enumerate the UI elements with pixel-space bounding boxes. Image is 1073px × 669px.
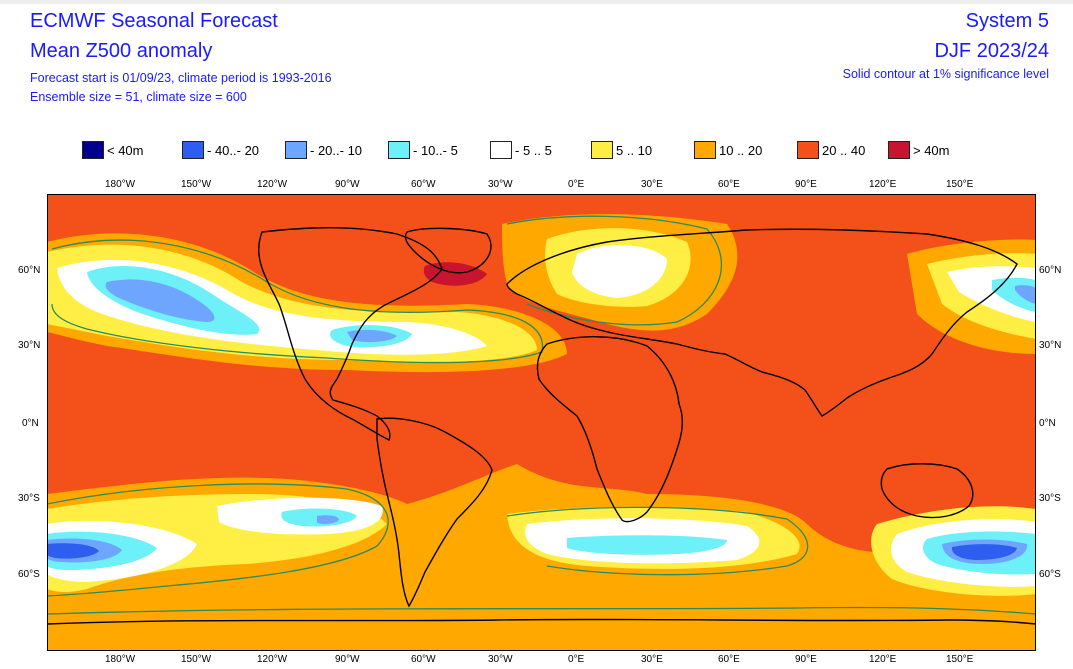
legend-label: - 5 .. 5 xyxy=(515,142,552,158)
legend-label: 5 .. 10 xyxy=(616,142,653,158)
anomaly-region-southern-atlantic-10-5 xyxy=(567,535,727,555)
legend-swatch xyxy=(888,141,910,159)
coastline-north-america xyxy=(258,227,443,441)
anomaly-region-antarctic-10-20 xyxy=(47,595,1036,651)
lat-tick-left: 0°N xyxy=(22,418,39,429)
legend-item: - 40..- 20 xyxy=(182,140,259,160)
lon-tick-top: 30°W xyxy=(488,179,513,190)
legend-swatch xyxy=(285,141,307,159)
legend-label: - 20..- 10 xyxy=(310,142,363,158)
map-frame xyxy=(47,194,1036,651)
lon-tick-top: 150°E xyxy=(946,179,974,190)
legend-item: 10 .. 20 xyxy=(694,140,762,160)
legend-item: < 40m xyxy=(82,140,144,160)
forecast-title: ECMWF Seasonal Forecast xyxy=(30,10,278,32)
legend-item: - 10..- 5 xyxy=(388,140,458,160)
lon-tick-bottom: 150°W xyxy=(181,654,212,665)
lat-tick-right: 30°N xyxy=(1039,340,1062,351)
lon-tick-top: 150°W xyxy=(181,179,212,190)
coastline-antarctica xyxy=(47,618,1036,625)
lon-tick-top: 120°W xyxy=(257,179,288,190)
coastline-eurasia xyxy=(506,228,1018,417)
anomaly-region-southwest-core xyxy=(47,543,99,559)
anomaly-region-southeast-core xyxy=(951,544,1017,560)
legend-label: > 40m xyxy=(913,142,950,158)
lon-tick-top: 0°E xyxy=(568,179,585,190)
coastline-africa xyxy=(536,336,683,523)
coastline-south-america xyxy=(376,417,493,608)
anomaly-map xyxy=(47,194,1036,651)
top-band xyxy=(0,0,1073,4)
anomaly-region-europe-neutral xyxy=(572,244,667,298)
forecast-subtitle: Mean Z500 anomaly xyxy=(30,40,213,62)
lon-tick-bottom: 150°E xyxy=(946,654,974,665)
lat-tick-left: 60°N xyxy=(18,265,41,276)
system-label: System 5 xyxy=(965,10,1049,32)
lon-tick-bottom: 30°W xyxy=(488,654,513,665)
lon-tick-bottom: 90°E xyxy=(795,654,817,665)
lon-tick-bottom: 30°E xyxy=(641,654,663,665)
legend-swatch xyxy=(182,141,204,159)
forecast-start-note: Forecast start is 01/09/23, climate peri… xyxy=(30,71,332,85)
significance-contour-antarctic xyxy=(47,606,1036,615)
ensemble-size-note: Ensemble size = 51, climate size = 600 xyxy=(30,90,247,104)
lon-tick-top: 90°W xyxy=(335,179,360,190)
legend-label: < 40m xyxy=(107,142,144,158)
anomaly-region-north-pacific-20-10 xyxy=(105,279,215,322)
coastline-australia xyxy=(880,463,974,519)
lon-tick-bottom: 0°E xyxy=(568,654,585,665)
lat-tick-right: 60°S xyxy=(1039,569,1061,580)
significance-contour-north-atlantic xyxy=(506,215,723,326)
lon-tick-bottom: 90°W xyxy=(335,654,360,665)
legend-item: 20 .. 40 xyxy=(797,140,865,160)
lon-tick-bottom: 180°W xyxy=(105,654,136,665)
significance-contour-south xyxy=(47,483,389,597)
lat-tick-left: 60°S xyxy=(18,569,40,580)
lon-tick-top: 90°E xyxy=(795,179,817,190)
coastlines xyxy=(47,227,1036,625)
legend-label: 10 .. 20 xyxy=(719,142,763,158)
period-label: DJF 2023/24 xyxy=(934,40,1049,62)
significance-contour-southeast xyxy=(506,506,809,576)
lat-tick-left: 30°S xyxy=(18,493,40,504)
lon-tick-top: 180°W xyxy=(105,179,136,190)
lon-tick-top: 30°E xyxy=(641,179,663,190)
legend-label: - 40..- 20 xyxy=(207,142,260,158)
legend-swatch xyxy=(797,141,819,159)
anomaly-region-south-pacific-core xyxy=(317,515,339,524)
anomaly-region-west-pacific-20-10 xyxy=(1015,285,1036,304)
legend-item: 5 .. 10 xyxy=(591,140,652,160)
legend-swatch xyxy=(82,141,104,159)
lat-tick-right: 0°N xyxy=(1039,418,1056,429)
legend-label: - 10..- 5 xyxy=(413,142,458,158)
lon-tick-top: 60°W xyxy=(411,179,436,190)
legend-swatch xyxy=(388,141,410,159)
legend-item: > 40m xyxy=(888,140,950,160)
legend-swatch xyxy=(694,141,716,159)
coastline-greenland xyxy=(404,227,492,274)
lat-tick-right: 60°N xyxy=(1039,265,1062,276)
lon-tick-bottom: 60°W xyxy=(411,654,436,665)
legend-swatch xyxy=(591,141,613,159)
lon-tick-top: 120°E xyxy=(869,179,897,190)
lon-tick-bottom: 120°W xyxy=(257,654,288,665)
lat-tick-left: 30°N xyxy=(18,340,41,351)
lat-tick-right: 30°S xyxy=(1039,493,1061,504)
anomaly-region-north-america-core xyxy=(347,329,397,343)
lon-tick-top: 60°E xyxy=(718,179,740,190)
significance-contour-north-pacific xyxy=(51,239,544,364)
legend-item: - 5 .. 5 xyxy=(490,140,552,160)
legend-swatch xyxy=(490,141,512,159)
lon-tick-bottom: 120°E xyxy=(869,654,897,665)
lon-tick-bottom: 60°E xyxy=(718,654,740,665)
legend-item: - 20..- 10 xyxy=(285,140,362,160)
legend-label: 20 .. 40 xyxy=(822,142,866,158)
significance-note: Solid contour at 1% significance level xyxy=(842,67,1049,81)
